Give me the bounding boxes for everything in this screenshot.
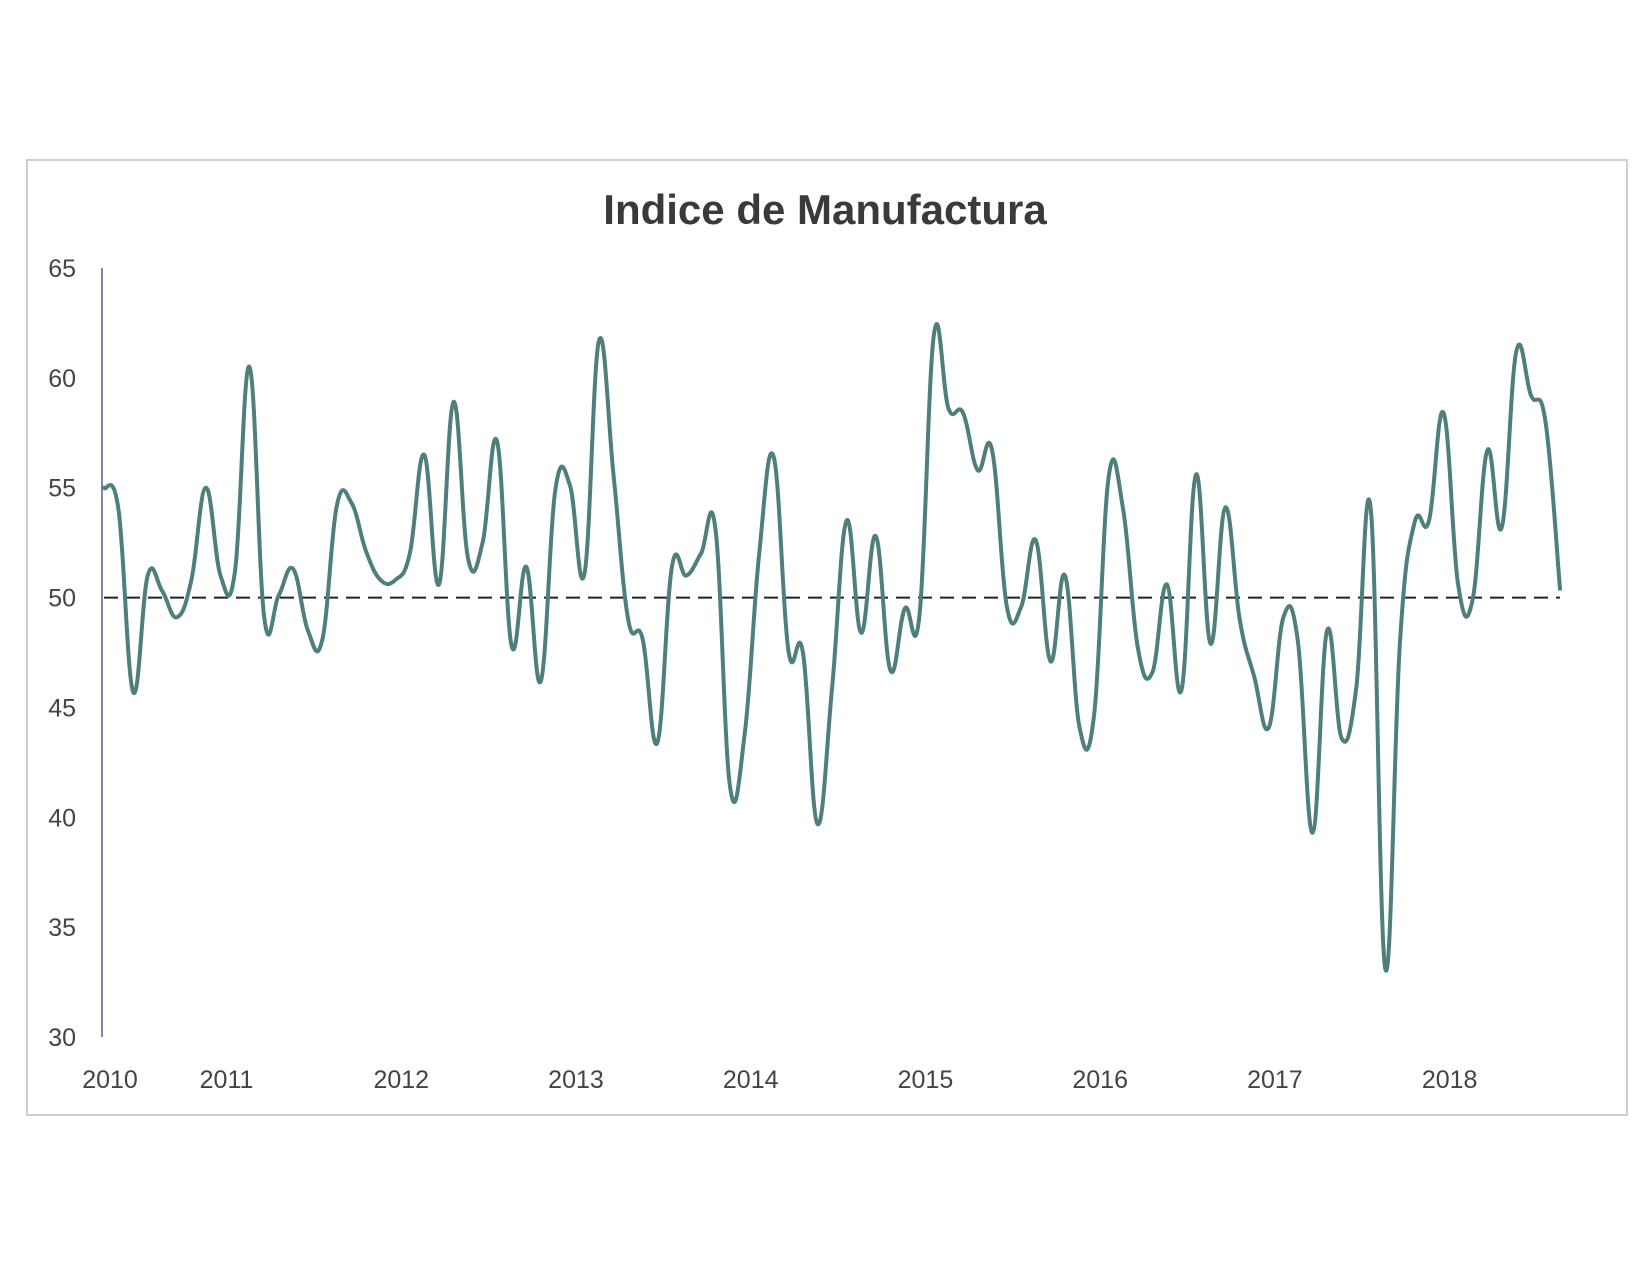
x-tick-labels: 2010 2011 2012 2013 2014 2015 2016 2017 2018 xyxy=(82,1066,1477,1094)
x-tick-label: 2015 xyxy=(898,1066,954,1094)
y-tick-label: 55 xyxy=(48,475,76,503)
y-tick-label: 60 xyxy=(48,365,76,393)
y-tick-label: 35 xyxy=(48,914,76,942)
y-tick-label: 50 xyxy=(48,585,76,613)
x-tick-label: 2017 xyxy=(1247,1066,1303,1094)
x-tick-label: 2016 xyxy=(1072,1066,1128,1094)
x-tick-label: 2011 xyxy=(200,1066,254,1094)
x-tick-label: 2013 xyxy=(548,1066,604,1094)
y-tick-label: 45 xyxy=(48,694,76,722)
y-tick-label: 65 xyxy=(48,255,76,283)
x-tick-label: 2014 xyxy=(723,1066,779,1094)
y-tick-label: 40 xyxy=(48,804,76,832)
series-line xyxy=(102,322,1562,973)
x-tick-label: 2010 xyxy=(82,1066,138,1094)
chart-title: Indice de Manufactura xyxy=(603,186,1047,233)
x-tick-label: 2012 xyxy=(373,1066,429,1094)
y-tick-labels: 30 35 40 45 50 55 60 65 xyxy=(48,255,76,1052)
x-tick-label: 2018 xyxy=(1422,1066,1478,1094)
y-tick-label: 30 xyxy=(48,1024,76,1052)
